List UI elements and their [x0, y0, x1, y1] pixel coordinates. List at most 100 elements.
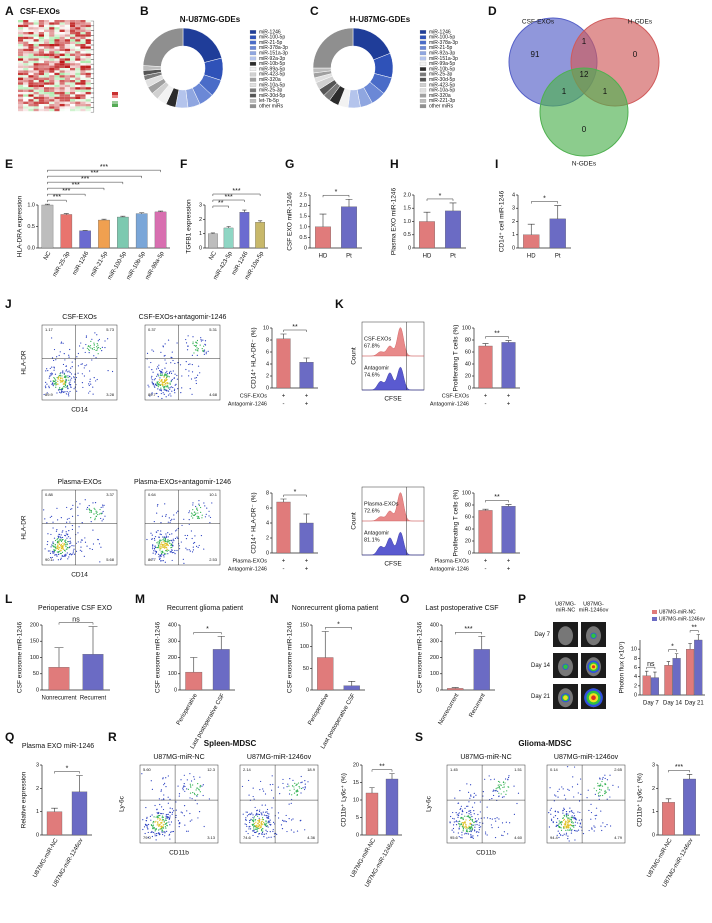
- heatmap-cell: [70, 96, 76, 100]
- quadrant-value: 74.6: [243, 835, 252, 840]
- flow-event: [471, 823, 473, 826]
- heatmap-cell: [23, 24, 29, 28]
- flow-event: [197, 515, 200, 518]
- flow-event: [285, 814, 287, 817]
- flow-event: [460, 837, 462, 839]
- panel-letter: P: [518, 592, 526, 606]
- flow-event: [100, 517, 102, 520]
- error-bar: [688, 643, 692, 650]
- heatmap-cell: [38, 70, 44, 73]
- flow-event: [182, 787, 184, 789]
- heatmap-cell: [54, 80, 60, 83]
- flow-event: [175, 383, 177, 385]
- heatmap-cell: [59, 34, 65, 37]
- flow-event: [601, 785, 604, 787]
- flow-event: [465, 824, 467, 826]
- heatmap-cell: [64, 29, 70, 32]
- heatmap-cell: [49, 77, 55, 80]
- flow-event: [300, 775, 302, 778]
- flow-event: [457, 821, 459, 823]
- flow-event: [569, 829, 571, 831]
- flow-event: [147, 836, 149, 838]
- flow-event: [601, 778, 604, 780]
- quadrant-value: 0.64: [148, 492, 157, 497]
- flow-event: [159, 533, 161, 535]
- flow-event: [470, 794, 472, 796]
- flow-event: [50, 533, 52, 536]
- flow-event: [46, 392, 48, 394]
- flow-event: [150, 780, 152, 782]
- heatmap-cell: [54, 53, 60, 56]
- flow-event: [263, 821, 265, 823]
- legend-swatch: [419, 88, 427, 93]
- flow-event: [92, 393, 94, 395]
- flow-event: [164, 547, 166, 549]
- flow-event: [157, 530, 159, 532]
- flow-event: [66, 521, 68, 523]
- legend-swatch: [249, 77, 257, 82]
- heatmap-cell: [54, 72, 60, 76]
- flow-event: [253, 798, 255, 800]
- flow-event: [146, 817, 148, 819]
- flow-event: [197, 793, 199, 796]
- flow-event: [468, 825, 470, 827]
- flow-event: [98, 338, 100, 341]
- flow-event: [558, 826, 560, 829]
- flow-event: [495, 790, 497, 792]
- flow-event: [253, 818, 255, 820]
- flow-event: [161, 397, 163, 400]
- flow-event: [169, 393, 171, 395]
- flow-event: [159, 545, 161, 547]
- flow-event: [476, 823, 478, 826]
- heatmap-cell: [70, 84, 76, 88]
- flow-event: [57, 519, 59, 521]
- flow-event: [72, 504, 74, 506]
- flow-event: [162, 813, 164, 815]
- heatmap-cell: [70, 75, 76, 78]
- flow-event: [179, 822, 181, 824]
- gate-lines: [240, 765, 318, 843]
- significance-bracket: [455, 632, 482, 635]
- heatmap-cell: [64, 36, 70, 40]
- flow-event: [155, 531, 157, 533]
- flow-event: [166, 376, 168, 378]
- heatmap-cell: [44, 99, 50, 102]
- flow-event: [53, 348, 56, 351]
- heatmap-cell: [49, 41, 55, 44]
- flow-event: [470, 830, 472, 833]
- flow-y-label: Ly-6c: [119, 795, 126, 811]
- heatmap-cell: [85, 82, 91, 85]
- flow-event: [156, 833, 158, 835]
- flow-event: [153, 816, 155, 818]
- bar: [82, 654, 104, 691]
- heatmap-cell: [38, 94, 44, 97]
- heatmap-cell: [28, 60, 34, 64]
- flow-events: [146, 500, 213, 565]
- flow-event: [165, 542, 167, 544]
- quadrant-value: 2.65: [614, 767, 623, 772]
- flow-event: [470, 811, 472, 814]
- heatmap-cell: [28, 44, 34, 47]
- flow-event: [474, 830, 476, 832]
- flow-event: [574, 817, 577, 819]
- flow-event: [161, 829, 163, 831]
- flow-event: [458, 820, 461, 822]
- flow-event: [276, 833, 278, 835]
- flow-event: [99, 348, 102, 350]
- flow-event: [101, 520, 103, 522]
- flow-event: [195, 512, 197, 514]
- flow-event: [45, 381, 47, 383]
- flow-event: [81, 550, 83, 552]
- heatmap-cell: [44, 92, 50, 95]
- image-column-label: miR-1246ov: [579, 607, 609, 613]
- heatmap-cell: [23, 29, 29, 32]
- flow-event: [467, 791, 470, 793]
- flow-event: [269, 823, 271, 825]
- panel-letter: R: [108, 730, 117, 744]
- flow-event: [550, 807, 552, 809]
- flow-event: [464, 807, 466, 809]
- significance-label: **: [494, 330, 500, 337]
- heatmap-cell: [23, 75, 29, 78]
- heatmap-cell: [38, 84, 44, 88]
- y-tick-label: 0: [356, 832, 359, 838]
